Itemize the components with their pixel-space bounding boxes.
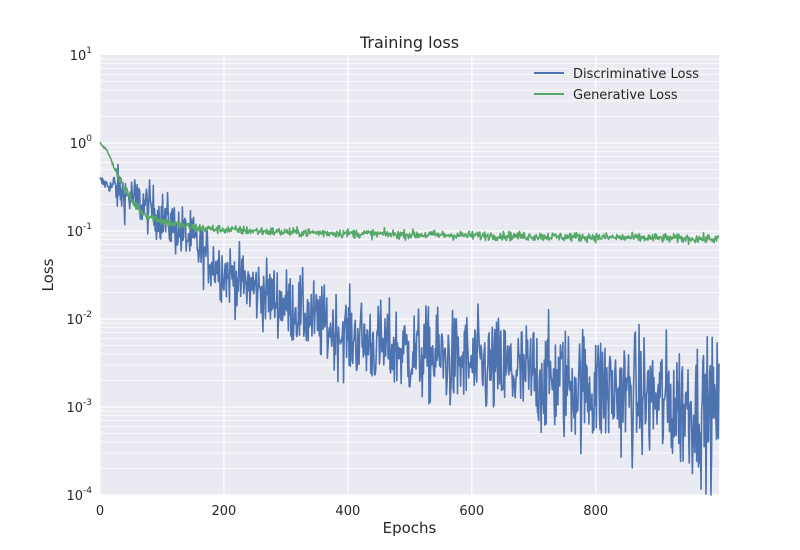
legend-label: Generative Loss bbox=[573, 88, 678, 103]
x-tick-label: 200 bbox=[212, 504, 237, 519]
x-axis-label: Epochs bbox=[383, 519, 437, 537]
x-tick-label: 400 bbox=[335, 504, 360, 519]
legend-label: Discriminative Loss bbox=[573, 67, 699, 82]
y-tick-label: 10-3 bbox=[66, 398, 92, 416]
x-tick-label: 800 bbox=[583, 504, 608, 519]
y-tick-labels: 10-4 10-3 10-2 10-1 100 101 bbox=[66, 46, 92, 504]
y-axis-label: Loss bbox=[39, 258, 57, 291]
x-tick-label: 0 bbox=[96, 504, 104, 519]
series-line-1 bbox=[99, 163, 720, 496]
legend: Discriminative Loss Generative Loss bbox=[534, 67, 699, 103]
y-tick-label: 10-1 bbox=[66, 222, 92, 240]
y-tick-label: 10-4 bbox=[66, 486, 92, 504]
grid bbox=[99, 55, 719, 496]
x-tick-label: 600 bbox=[459, 504, 484, 519]
chart-title: Training loss bbox=[359, 33, 459, 52]
y-tick-label: 10-2 bbox=[66, 310, 92, 328]
y-tick-label: 101 bbox=[70, 46, 92, 64]
series-line-2 bbox=[99, 141, 720, 245]
y-tick-label: 100 bbox=[70, 134, 93, 152]
series-group bbox=[99, 141, 720, 496]
x-tick-labels: 0 200 400 600 800 bbox=[96, 504, 608, 519]
